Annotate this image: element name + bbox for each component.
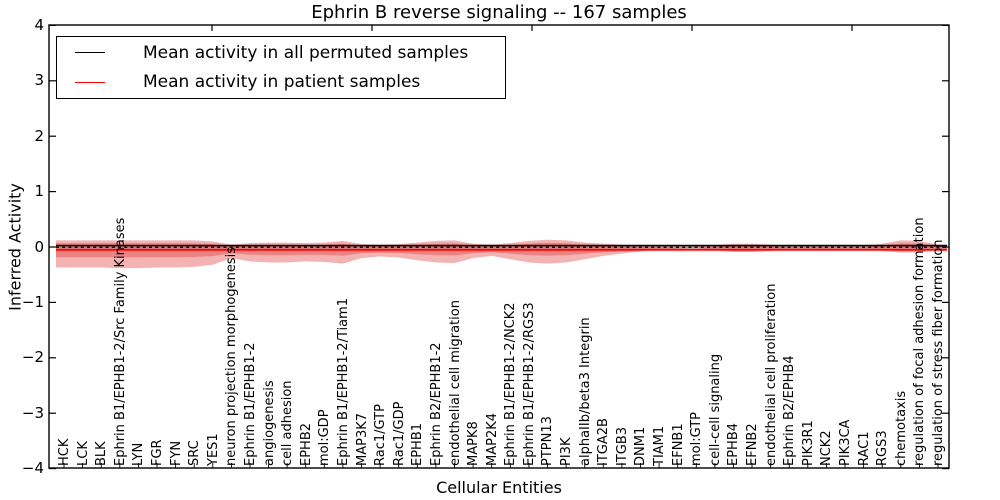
patient-std-band-outer (56, 239, 947, 269)
y-tick-label: 2 (34, 126, 44, 145)
x-tick-label: FYN (168, 440, 184, 466)
x-tick-label: EFNB2 (745, 423, 761, 466)
x-tick-label: mol:GTP (689, 412, 705, 466)
y-tick-label: 3 (34, 71, 44, 90)
chart-title: Ephrin B reverse signaling -- 167 sample… (311, 2, 687, 23)
x-tick-label: neuron projection morphogenesis (224, 247, 240, 466)
x-tick-label: MAP3K7 (354, 412, 370, 466)
x-tick-label: Ephrin B1/EPHB1-2/Src Family Kinases (112, 217, 128, 466)
legend-label: Mean activity in patient samples (143, 72, 421, 93)
x-tick-label: PTPN13 (540, 416, 556, 466)
x-tick-label: YES1 (205, 433, 221, 466)
x-tick-label: MAP2K4 (484, 412, 500, 466)
x-tick-label: ITGA2B (596, 418, 612, 466)
x-tick-label: endothelial cell migration (447, 300, 463, 466)
x-tick-label: Rac1/GDP (391, 401, 407, 466)
red-line-sample (75, 81, 105, 83)
x-tick-label: cell-cell signaling (707, 353, 723, 466)
x-tick-label: EPHB1 (410, 422, 426, 466)
x-tick-label: TIAM1 (652, 425, 668, 466)
x-tick-label: regulation of focal adhesion formation (912, 217, 928, 466)
legend: Mean activity in all permuted samples Me… (56, 36, 506, 99)
x-tick-label: Rac1/GTP (373, 404, 389, 466)
x-tick-label: FGR (149, 439, 165, 466)
y-tick-label: −4 (21, 459, 44, 478)
x-tick-label: regulation of stress fiber formation (931, 239, 946, 466)
x-tick-label: EPHB4 (726, 422, 742, 466)
y-tick-label: 1 (34, 182, 44, 201)
x-tick-label: angiogenesis (261, 380, 277, 466)
x-tick-label: Ephrin B1/EPHB1-2/Tiam1 (335, 297, 351, 466)
x-tick-label: alphaIIb/beta3 Integrin (577, 317, 593, 466)
x-tick-label: Ephrin B2/EPHB4 (782, 355, 798, 466)
x-tick-label: Ephrin B2/EPHB1-2 (428, 342, 444, 466)
x-tick-label: SRC (187, 440, 203, 466)
y-tick-label: 4 (34, 15, 44, 34)
x-tick-label: DNM1 (633, 426, 649, 466)
black-line-sample (75, 52, 105, 54)
x-axis-label: Cellular Entities (436, 478, 562, 497)
y-tick-label: −2 (21, 348, 44, 367)
x-tick-label: HCK (57, 438, 72, 466)
x-tick-label: Ephrin B1/EPHB1-2/RGS3 (521, 302, 537, 466)
x-tick-label: LYN (131, 442, 147, 466)
x-tick-label: RAC1 (856, 431, 872, 466)
y-tick-label: −1 (21, 292, 44, 311)
x-tick-label: Ephrin B1/EPHB1-2/NCK2 (503, 302, 519, 466)
x-tick-label: PIK3R1 (800, 420, 816, 466)
x-tick-label: mol:GDP (317, 409, 333, 466)
legend-label: Mean activity in all permuted samples (143, 42, 469, 63)
x-tick-label: cell adhesion (280, 380, 296, 466)
x-tick-label: PI3K (559, 437, 575, 466)
x-tick-label: LCK (75, 441, 91, 466)
y-tick-label: −3 (21, 403, 44, 422)
x-tick-label: PIK3CA (838, 419, 854, 466)
y-tick-label: 0 (34, 237, 44, 256)
x-tick-label: BLK (94, 441, 110, 466)
legend-item-permuted: Mean activity in all permuted samples (57, 39, 505, 67)
x-tick-label: EFNB1 (670, 423, 686, 466)
x-tick-label: EPHB2 (298, 422, 314, 466)
x-tick-label: ITGB3 (614, 426, 630, 466)
x-tick-label: endothelial cell proliferation (763, 283, 779, 467)
x-tick-label: Ephrin B1/EPHB1-2 (242, 342, 258, 466)
x-tick-label: MAPK8 (466, 421, 482, 466)
x-tick-label: chemotaxis (893, 390, 909, 466)
x-tick-label: NCK2 (819, 430, 835, 466)
x-tick-label: RGS3 (875, 430, 891, 466)
legend-item-patient: Mean activity in patient samples (57, 68, 505, 96)
